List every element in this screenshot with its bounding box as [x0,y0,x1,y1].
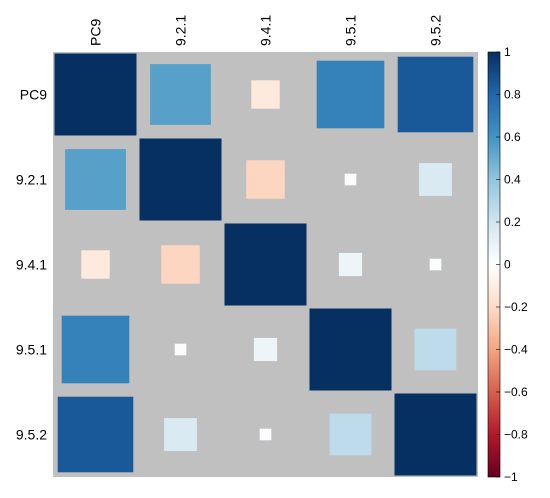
column-label: 9.2.1 [173,15,189,46]
colorbar-tick-label: 0.8 [504,88,521,102]
cell-9.2.1-PC9 [65,149,126,210]
column-labels: PC9 9.2.1 9.4.1 9.5.1 9.5.2 [88,15,444,46]
cell-9.2.1-9.2.1 [139,138,222,221]
row-label: 9.5.1 [16,342,47,358]
colorbar-tick-label: −0.4 [504,343,528,357]
colorbar-tick-label: 0.6 [504,130,521,144]
colorbar-tick-label: −0.6 [504,385,528,399]
cell-9.5.1-PC9 [61,315,130,384]
column-label: PC9 [88,19,104,46]
cell-9.4.1-9.5.1 [338,252,363,277]
row-label: 9.4.1 [16,257,47,273]
cell-PC9-9.5.2 [397,56,474,133]
cell-PC9-PC9 [54,53,137,136]
cell-PC9-9.5.1 [316,60,385,129]
cell-9.5.2-9.5.1 [329,413,372,456]
cell-PC9-9.4.1 [251,80,280,109]
row-labels: PC9 9.2.1 9.4.1 9.5.1 9.5.2 [16,87,47,443]
column-label: 9.5.2 [428,15,444,46]
cell-9.5.2-PC9 [57,396,134,473]
cell-9.2.1-9.5.1 [344,173,357,186]
colorbar-tick-label: 0.4 [504,173,521,187]
colorbar-tick-label: 0.2 [504,215,521,229]
colorbar-tick-label: −0.8 [504,428,528,442]
column-label: 9.4.1 [258,15,274,46]
cell-9.4.1-PC9 [81,250,110,279]
cell-9.5.2-9.2.1 [164,418,197,451]
colorbar-ticks: 1 0.8 0.6 0.4 0.2 0 −0.2 −0.4 −0.6 −0.8 −1 [496,45,528,484]
row-label: PC9 [20,87,47,103]
cell-9.4.1-9.4.1 [224,223,307,306]
cell-9.5.1-9.4.1 [253,337,278,362]
cell-9.5.2-9.4.1 [259,428,272,441]
cell-PC9-9.2.1 [150,64,211,125]
colorbar-tick-label: −1 [504,470,518,484]
cell-9.4.1-9.2.1 [161,245,200,284]
cell-9.2.1-9.4.1 [246,160,285,199]
colorbar-tick-label: −0.2 [504,300,528,314]
colorbar-tick-label: 0 [504,258,511,272]
cell-9.5.2-9.5.2 [394,393,477,476]
cell-9.5.1-9.5.1 [309,308,392,391]
column-label: 9.5.1 [343,15,359,46]
cell-group [54,53,477,476]
row-label: 9.2.1 [16,172,47,188]
cell-9.4.1-9.5.2 [429,258,442,271]
cell-9.2.1-9.5.2 [419,163,452,196]
cell-9.5.1-9.5.2 [414,328,457,371]
row-label: 9.5.2 [16,427,47,443]
colorbar-tick-label: 1 [504,45,511,59]
cell-9.5.1-9.2.1 [174,343,187,356]
